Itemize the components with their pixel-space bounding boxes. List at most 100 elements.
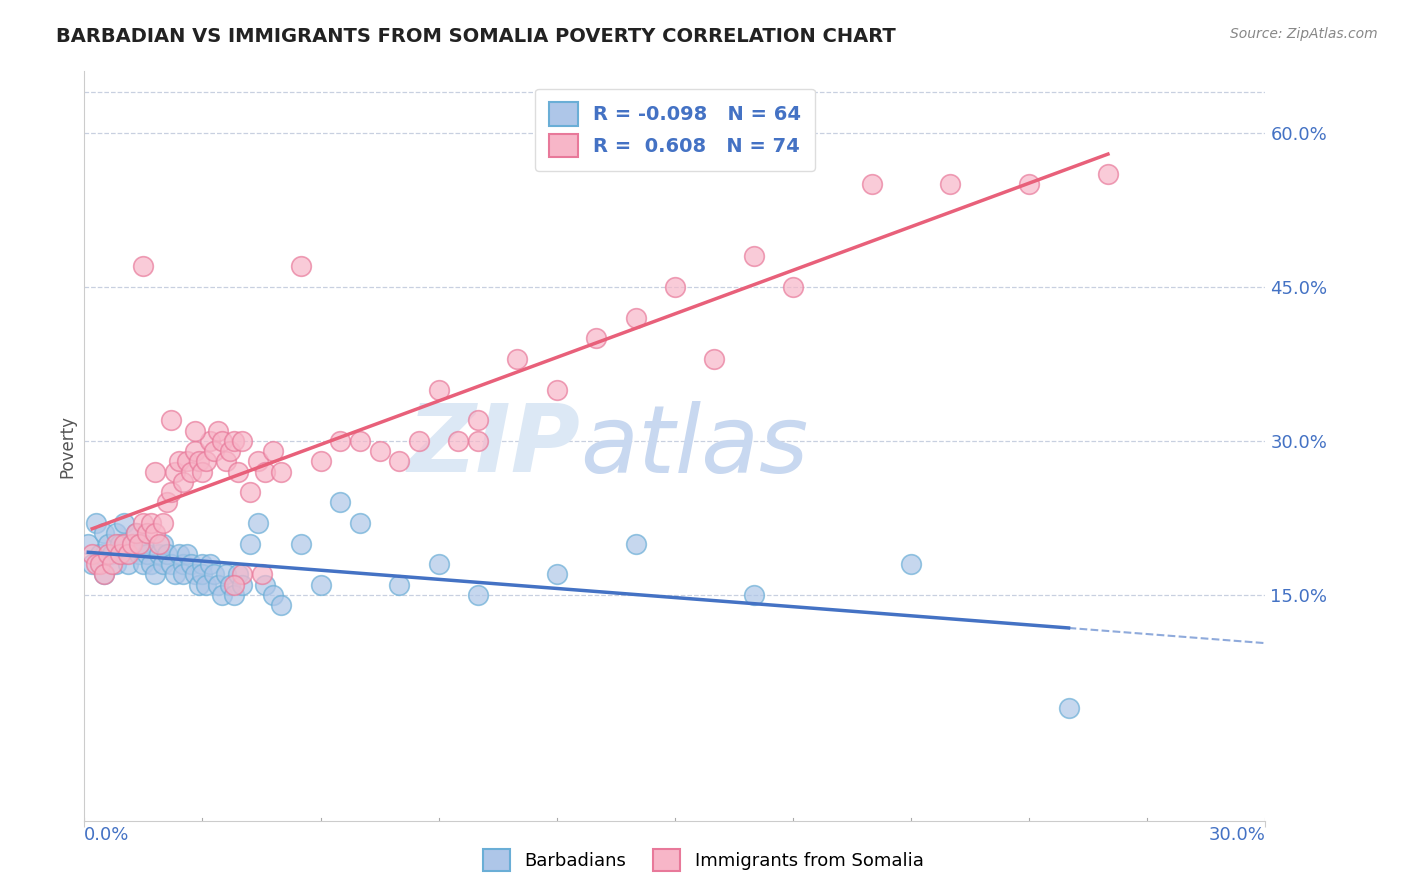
Point xyxy=(211,434,233,448)
Text: atlas: atlas xyxy=(581,401,808,491)
Point xyxy=(246,454,269,468)
Point xyxy=(664,280,686,294)
Point xyxy=(207,424,229,438)
Point xyxy=(219,444,242,458)
Point xyxy=(148,536,170,550)
Point xyxy=(93,526,115,541)
Point xyxy=(101,557,124,571)
Point xyxy=(860,178,883,192)
Point xyxy=(215,567,238,582)
Point xyxy=(226,465,249,479)
Point xyxy=(132,516,155,530)
Point xyxy=(132,260,155,274)
Y-axis label: Poverty: Poverty xyxy=(58,415,76,477)
Point xyxy=(546,383,568,397)
Point xyxy=(84,516,107,530)
Point xyxy=(467,434,489,448)
Point xyxy=(195,454,218,468)
Text: 30.0%: 30.0% xyxy=(1209,826,1265,844)
Point xyxy=(156,547,179,561)
Point xyxy=(254,465,277,479)
Point xyxy=(222,577,245,591)
Point xyxy=(148,547,170,561)
Point xyxy=(84,557,107,571)
Point xyxy=(290,536,312,550)
Text: Source: ZipAtlas.com: Source: ZipAtlas.com xyxy=(1230,27,1378,41)
Point xyxy=(117,557,139,571)
Point xyxy=(156,495,179,509)
Point xyxy=(97,536,120,550)
Point xyxy=(163,465,186,479)
Point xyxy=(349,516,371,530)
Point xyxy=(226,567,249,582)
Point xyxy=(215,454,238,468)
Point xyxy=(1057,700,1080,714)
Point xyxy=(93,567,115,582)
Point xyxy=(89,557,111,571)
Point xyxy=(270,465,292,479)
Point xyxy=(246,516,269,530)
Point xyxy=(112,516,135,530)
Point xyxy=(329,495,352,509)
Point xyxy=(546,567,568,582)
Point xyxy=(180,465,202,479)
Point xyxy=(270,598,292,612)
Point xyxy=(183,567,205,582)
Point xyxy=(101,547,124,561)
Point xyxy=(900,557,922,571)
Point xyxy=(624,536,647,550)
Point xyxy=(163,567,186,582)
Point xyxy=(108,547,131,561)
Point xyxy=(427,383,450,397)
Point xyxy=(939,178,962,192)
Point xyxy=(117,547,139,561)
Point xyxy=(108,536,131,550)
Point xyxy=(191,465,214,479)
Point xyxy=(152,557,174,571)
Point xyxy=(506,351,529,366)
Text: ZIP: ZIP xyxy=(408,400,581,492)
Point xyxy=(124,526,146,541)
Point xyxy=(427,557,450,571)
Point xyxy=(160,485,183,500)
Point xyxy=(329,434,352,448)
Point xyxy=(1097,167,1119,181)
Point xyxy=(782,280,804,294)
Point xyxy=(77,536,100,550)
Point xyxy=(624,310,647,325)
Point xyxy=(121,536,143,550)
Point xyxy=(231,567,253,582)
Point xyxy=(211,588,233,602)
Point xyxy=(97,547,120,561)
Point xyxy=(239,536,262,550)
Point xyxy=(239,485,262,500)
Point xyxy=(585,331,607,345)
Point xyxy=(104,526,127,541)
Point xyxy=(254,577,277,591)
Point xyxy=(703,351,725,366)
Point xyxy=(132,557,155,571)
Point xyxy=(104,536,127,550)
Point xyxy=(143,465,166,479)
Point xyxy=(141,516,163,530)
Point xyxy=(143,526,166,541)
Point xyxy=(309,454,332,468)
Point xyxy=(219,577,242,591)
Point xyxy=(207,577,229,591)
Point xyxy=(231,434,253,448)
Legend: R = -0.098   N = 64, R =  0.608   N = 74: R = -0.098 N = 64, R = 0.608 N = 74 xyxy=(534,88,815,171)
Point xyxy=(388,577,411,591)
Point xyxy=(128,547,150,561)
Point xyxy=(121,536,143,550)
Point xyxy=(167,547,190,561)
Point xyxy=(349,434,371,448)
Point xyxy=(368,444,391,458)
Point xyxy=(112,536,135,550)
Point xyxy=(187,454,209,468)
Point xyxy=(136,547,159,561)
Point xyxy=(82,557,104,571)
Point xyxy=(89,547,111,561)
Text: 0.0%: 0.0% xyxy=(84,826,129,844)
Point xyxy=(82,547,104,561)
Point xyxy=(202,567,225,582)
